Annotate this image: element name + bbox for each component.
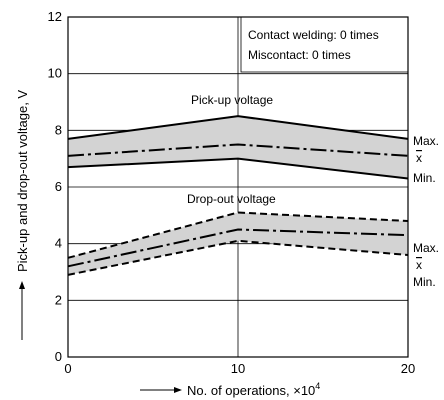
annotation-box-bg [240,16,409,73]
x-axis-title: No. of operations, ×104 [140,381,320,398]
x-axis-arrow-head [174,387,182,393]
y-tick-label: 6 [55,179,62,194]
pickup-min-line [67,157,409,180]
label-pick-up-voltage: Pick-up voltage [191,93,273,107]
dropout-max-line [67,211,409,259]
dropout-band [68,212,408,275]
dropout-mean-line [67,228,409,268]
y-axis-title: Pick-up and drop-out voltage, V [15,90,30,340]
edge-label-dropout-max: Max. [413,241,439,255]
y-tick-label: 12 [48,9,62,24]
x-tick-label: 20 [401,361,415,376]
label-drop-out-voltage: Drop-out voltage [187,192,276,206]
y-axis-arrow-head [19,281,25,289]
edge-label-pickup-mean: x [416,151,422,165]
y-tick-label: 10 [48,66,62,81]
x-axis-label-main: No. of operations, ×10 [187,383,315,398]
y-axis-label: Pick-up and drop-out voltage, V [15,90,30,272]
edge-label-dropout-mean: x [416,258,422,272]
y-tick-label: 2 [55,292,62,307]
dropout-min-line [67,239,409,276]
y-tick-label: 8 [55,122,62,137]
y-tick-labels: 0 2 4 6 8 10 12 [48,9,62,364]
series-lines [67,115,409,276]
edge-label-pickup-max: Max. [413,134,439,148]
pickup-mean-line [67,143,409,157]
plot-frame-rect [67,16,409,358]
edge-label-dropout-min: Min. [413,275,436,289]
pickup-max-line [67,115,409,140]
y-tick-label: 0 [55,349,62,364]
annotation-contact-welding: Contact welding: 0 times [248,28,379,42]
grid [68,16,409,357]
plot-frame [67,16,409,358]
x-tick-label: 0 [64,361,71,376]
x-axis-label-exponent: 4 [315,381,320,391]
annotation-box: Contact welding: 0 times Miscontact: 0 t… [248,28,379,62]
x-tick-labels: 0 10 20 [64,361,415,376]
y-tick-label: 4 [55,236,62,251]
x-tick-label: 10 [231,361,245,376]
edge-label-pickup-min: Min. [413,171,436,185]
x-axis-label: No. of operations, ×104 [187,381,320,398]
annotation-miscontact: Miscontact: 0 times [248,48,351,62]
